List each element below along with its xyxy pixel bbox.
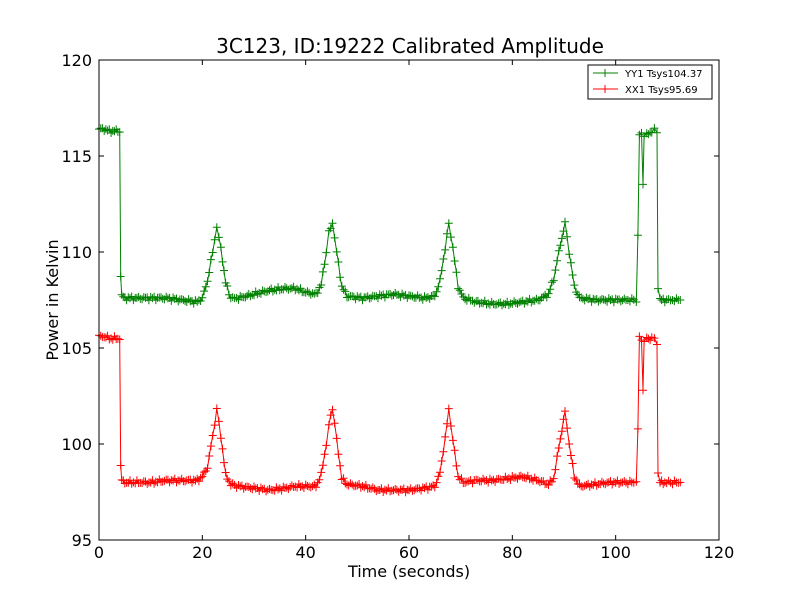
x-axis-label: Time (seconds): [347, 562, 470, 581]
y-tick-label: 120: [61, 51, 92, 70]
y-tick-label: 105: [61, 339, 92, 358]
series-line-1: [98, 127, 681, 307]
legend: YY1 Tsys104.37 XX1 Tsys95.69: [587, 64, 713, 100]
y-tick-label: 115: [61, 147, 92, 166]
series-line-2: [98, 334, 681, 494]
y-axis-label: Power in Kelvin: [43, 239, 62, 360]
x-tick-label: 20: [192, 543, 212, 562]
y-tick-label: 95: [72, 531, 92, 550]
y-tick-label: 110: [61, 243, 92, 262]
legend-marker-series-1: [601, 69, 609, 77]
legend-label-series-1: YY1 Tsys104.37: [624, 69, 703, 80]
series-markers-1: [95, 124, 685, 310]
legend-box: [587, 64, 713, 100]
series-1: [95, 124, 685, 310]
x-tick-label: 40: [295, 543, 315, 562]
legend-label-series-2: XX1 Tsys95.69: [625, 85, 698, 96]
y-tick-label: 100: [61, 435, 92, 454]
axis-ticks: 0 20 40 60 80 100 120 95 100 105 110 115 120: [61, 51, 734, 562]
series-markers-2: [95, 331, 685, 497]
legend-marker-series-2: [601, 85, 609, 93]
x-tick-label: 0: [94, 543, 104, 562]
x-tick-label: 120: [704, 543, 735, 562]
plot-series: [95, 124, 685, 497]
series-2: [95, 331, 685, 497]
x-tick-label: 80: [502, 543, 522, 562]
chart-title: 3C123, ID:19222 Calibrated Amplitude: [216, 34, 604, 58]
x-tick-label: 60: [399, 543, 419, 562]
x-tick-label: 100: [600, 543, 631, 562]
